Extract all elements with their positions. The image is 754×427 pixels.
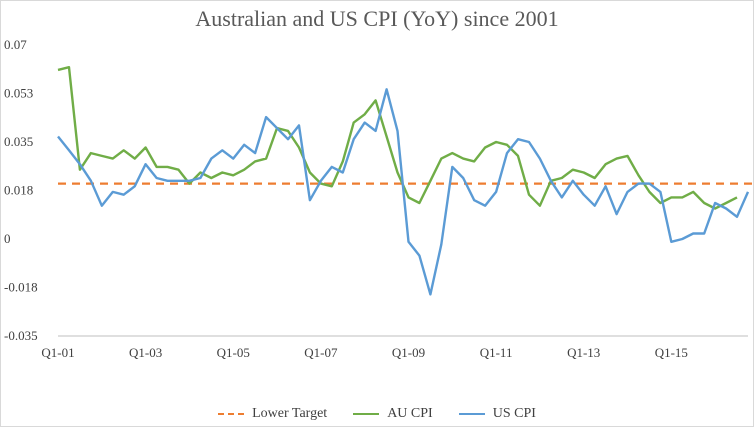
x-tick-label: Q1-09 [392, 345, 425, 360]
series-line-us-cpi [57, 88, 750, 296]
x-tick-label: Q1-05 [217, 345, 250, 360]
legend-swatch-lower-target [218, 413, 245, 415]
x-tick-label: Q1-03 [129, 345, 162, 360]
series-line-au-cpi [57, 65, 738, 210]
x-axis-ticks: Q1-01 Q1-03 Q1-05 Q1-07 Q1-09 Q1-11 Q1-13 Q1-15 [41, 345, 688, 360]
x-tick-label: Q1-11 [480, 345, 513, 360]
x-tick-label: Q1-15 [655, 345, 688, 360]
legend-item-us-cpi: US CPI [458, 406, 536, 422]
legend-label-us-cpi: US CPI [492, 406, 536, 421]
series-group [57, 65, 754, 296]
y-tick-label: -0.018 [4, 280, 38, 295]
y-tick-label: 0.053 [4, 86, 33, 101]
chart-title: Australian and US CPI (YoY) since 2001 [195, 6, 559, 31]
legend-item-au-cpi: AU CPI [353, 406, 433, 422]
x-tick-label: Q1-01 [41, 345, 74, 360]
x-tick-label: Q1-13 [567, 345, 600, 360]
y-tick-label: 0.07 [4, 37, 27, 52]
y-tick-label: 0.018 [4, 183, 33, 198]
legend: Lower Target AU CPI US CPI [0, 404, 754, 424]
y-tick-label: -0.035 [4, 328, 38, 343]
y-axis-ticks: 0.07 0.053 0.035 0.018 0 -0.018 -0.035 [4, 37, 38, 343]
legend-item-lower-target: Lower Target [218, 406, 327, 422]
x-tick-label: Q1-07 [304, 345, 338, 360]
legend-label-lower-target: Lower Target [252, 406, 328, 421]
legend-swatch-au-cpi [353, 413, 380, 415]
legend-swatch-us-cpi [458, 413, 485, 415]
legend-label-au-cpi: AU CPI [387, 406, 433, 421]
y-tick-label: 0 [4, 231, 11, 246]
y-tick-label: 0.035 [4, 134, 33, 149]
